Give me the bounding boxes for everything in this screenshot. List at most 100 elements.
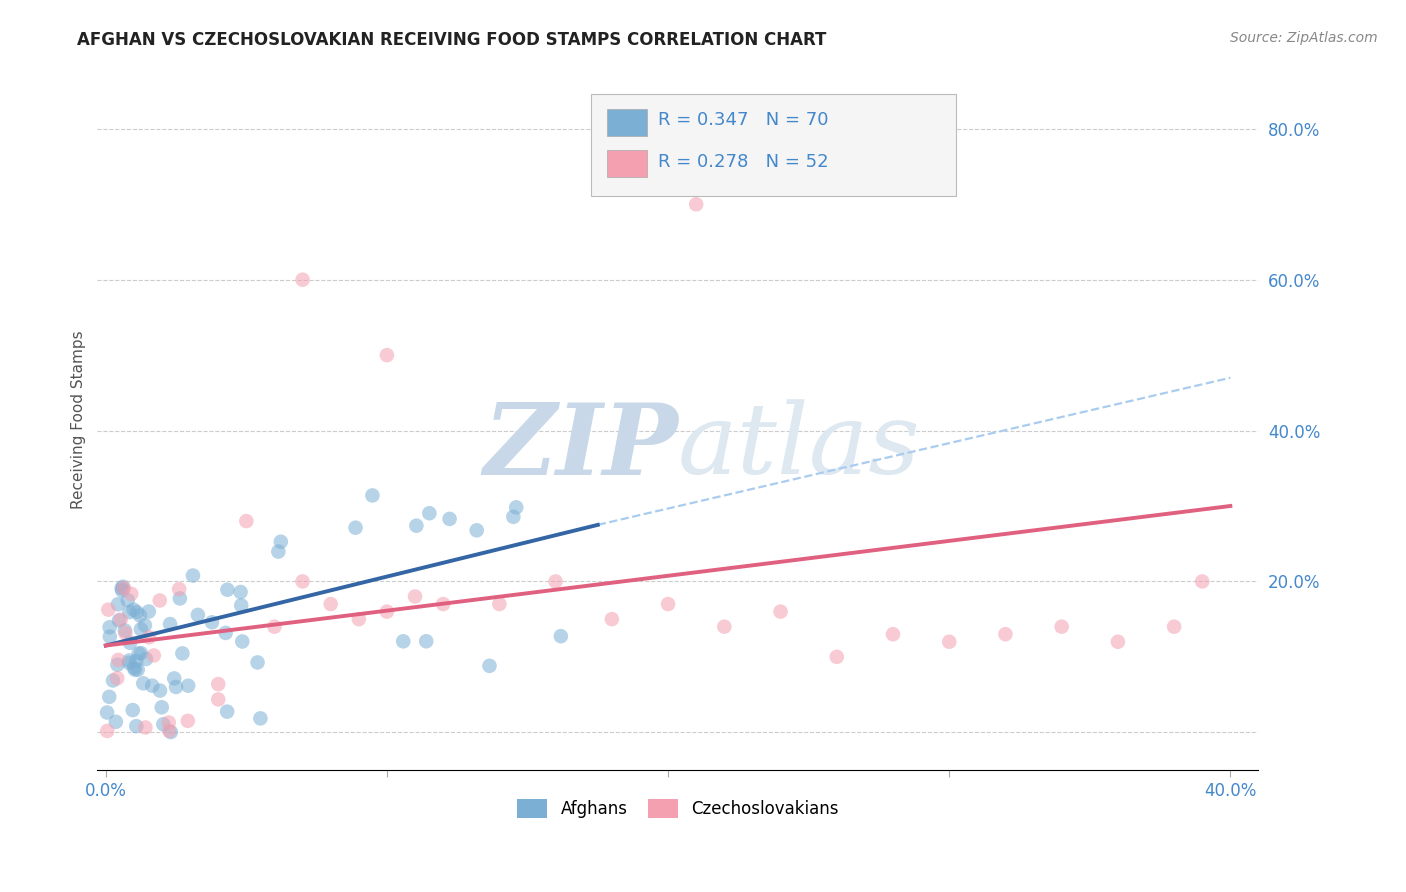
Point (118, 636, 141, 650)
Point (132, 676, 155, 690)
Point (505, 500, 527, 515)
Point (104, 714, 127, 729)
Point (172, 647, 194, 661)
Point (713, 620, 735, 634)
Point (98, 620, 121, 634)
Point (249, 711, 271, 725)
Point (101, 673, 124, 688)
Text: ZIP: ZIP (482, 399, 678, 496)
Point (938, 634, 960, 648)
Point (375, 605, 398, 619)
Point (769, 605, 792, 619)
Point (882, 627, 904, 641)
Point (141, 679, 163, 693)
Point (404, 590, 426, 604)
Point (207, 677, 229, 691)
Point (138, 605, 160, 619)
Point (165, 680, 187, 694)
Point (187, 607, 209, 622)
Point (134, 721, 156, 735)
Point (108, 613, 131, 627)
Text: atlas: atlas (678, 400, 921, 495)
Point (111, 580, 134, 594)
Point (432, 597, 454, 611)
Point (217, 582, 239, 597)
Point (125, 605, 148, 619)
Point (550, 629, 572, 643)
Point (129, 622, 152, 636)
Point (657, 597, 679, 611)
Point (138, 630, 160, 644)
Point (118, 653, 141, 667)
Point (110, 613, 132, 627)
Point (107, 597, 129, 611)
Point (122, 602, 145, 616)
Point (994, 627, 1017, 641)
Point (98, 630, 121, 644)
Point (344, 521, 367, 535)
Point (96, 723, 118, 738)
Point (235, 514, 257, 528)
Point (1050, 620, 1073, 634)
Point (291, 273, 314, 287)
Point (117, 593, 139, 607)
Point (150, 700, 173, 714)
Point (177, 679, 200, 693)
Point (134, 618, 156, 632)
Point (1191, 574, 1213, 589)
Point (169, 591, 191, 606)
Point (177, 714, 200, 728)
Point (142, 648, 165, 663)
Point (127, 663, 149, 677)
Point (114, 624, 136, 638)
Point (217, 705, 239, 719)
Point (118, 605, 141, 619)
Point (120, 587, 142, 601)
Point (361, 488, 384, 502)
Point (825, 649, 848, 664)
Point (246, 656, 269, 670)
Point (215, 626, 238, 640)
Point (105, 671, 128, 685)
Point (267, 544, 290, 558)
Point (124, 663, 146, 677)
Point (201, 615, 224, 630)
Point (107, 653, 129, 667)
Y-axis label: Receiving Food Stamps: Receiving Food Stamps (72, 330, 86, 508)
Point (229, 585, 252, 599)
Point (129, 646, 152, 660)
Point (159, 617, 181, 632)
Point (465, 524, 488, 538)
Point (125, 654, 148, 668)
Point (128, 647, 150, 661)
Point (1107, 634, 1129, 648)
Point (149, 593, 172, 607)
Point (291, 574, 314, 589)
Point (600, 612, 623, 626)
Point (319, 597, 342, 611)
Legend: Afghans, Czechoslovakians: Afghans, Czechoslovakians (510, 792, 845, 825)
Point (125, 719, 148, 733)
Point (231, 599, 253, 613)
Point (160, 725, 183, 739)
Point (122, 661, 145, 675)
Point (392, 634, 415, 648)
Point (207, 692, 229, 706)
Point (375, 348, 398, 362)
Point (685, 197, 707, 211)
Point (121, 703, 143, 717)
Point (157, 715, 180, 730)
Point (112, 581, 135, 595)
Point (111, 583, 134, 598)
Text: AFGHAN VS CZECHOSLOVAKIAN RECEIVING FOOD STAMPS CORRELATION CHART: AFGHAN VS CZECHOSLOVAKIAN RECEIVING FOOD… (77, 31, 827, 49)
Point (544, 574, 567, 589)
Point (118, 656, 141, 670)
Point (415, 634, 437, 648)
Text: Source: ZipAtlas.com: Source: ZipAtlas.com (1230, 31, 1378, 45)
Point (502, 509, 524, 524)
Point (98, 690, 121, 704)
Point (129, 608, 152, 623)
Point (270, 534, 292, 549)
Text: R = 0.278   N = 52: R = 0.278 N = 52 (658, 153, 828, 171)
Point (105, 657, 128, 672)
